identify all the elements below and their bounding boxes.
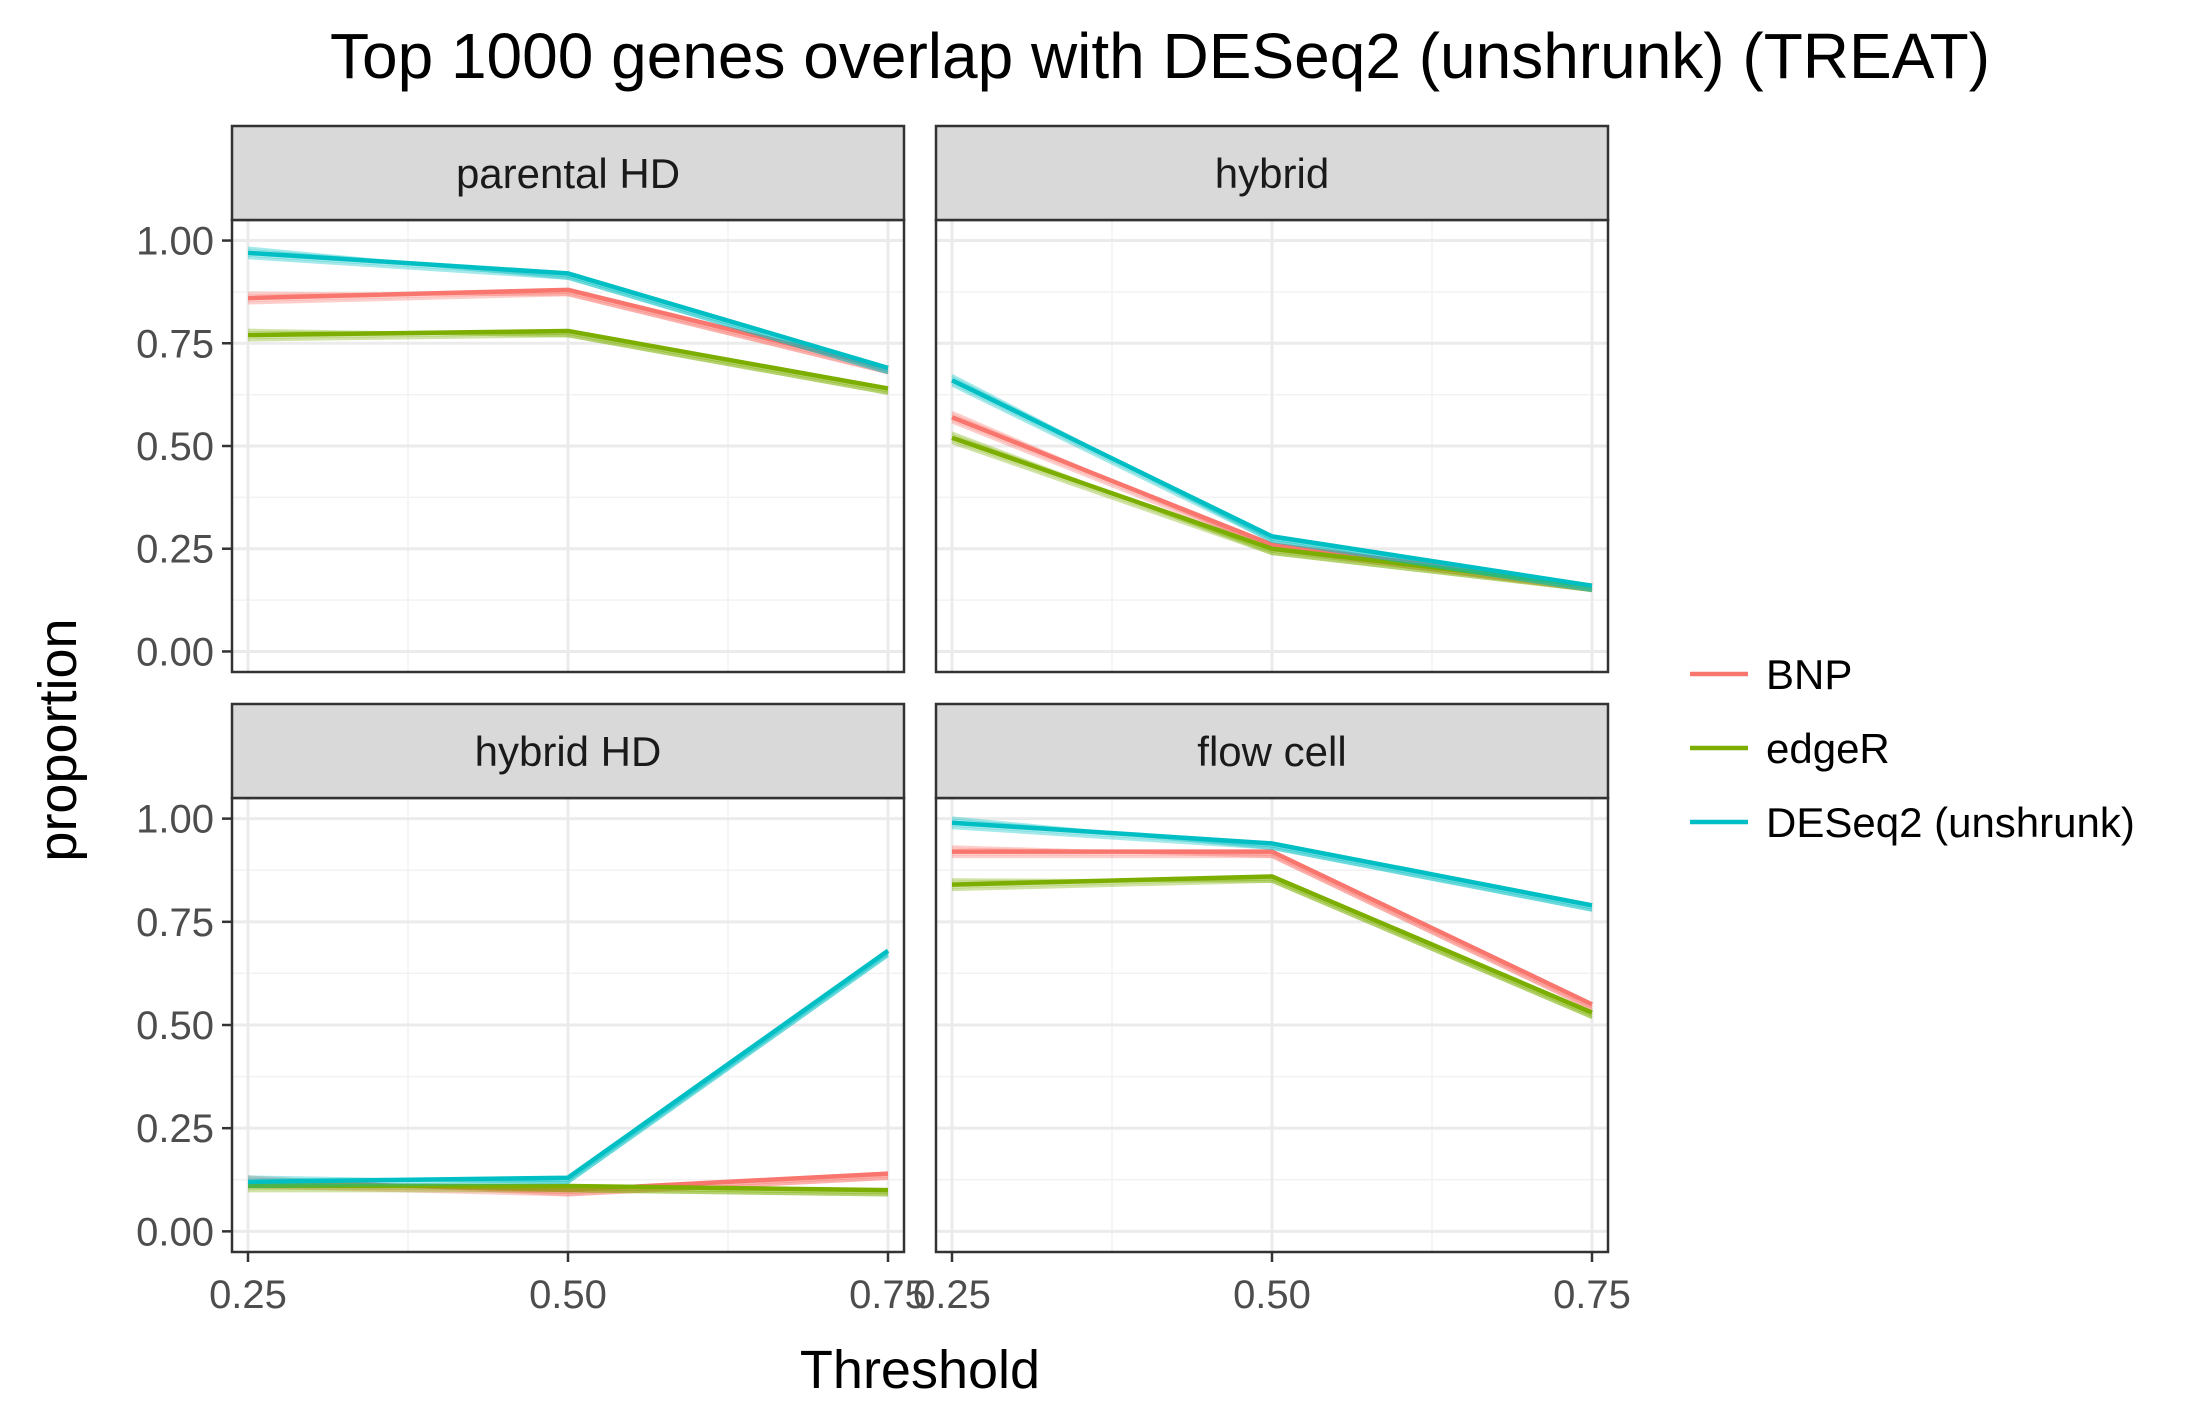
y-tick-label: 0.25 [136,1107,214,1151]
series-replicate-line [247,293,889,375]
series-edger [951,874,1593,1019]
series-replicate-line [247,334,889,395]
series-replicate-line [247,954,889,1189]
series-replicate-line [951,823,1593,910]
series-line [951,820,1593,908]
series-deseq2-unshrunk [951,373,1593,593]
x-tick-label: 0.25 [913,1273,991,1317]
strip-label: hybrid [1215,150,1329,197]
series-edger [951,431,1593,593]
series-replicate-line [247,290,889,372]
series-line [951,435,1593,588]
y-tick-label: 0.25 [136,528,214,572]
panel-4: flow cell 0.25 0.50 0.75 [913,702,1631,1317]
legend-label: edgeR [1766,725,1890,772]
y-tick-label: 0.00 [136,630,214,674]
series-replicate-line [247,253,889,372]
legend-label: DESeq2 (unshrunk) [1766,799,2135,846]
series-deseq2-unshrunk [247,948,890,1189]
series-replicate-line [952,855,1593,1011]
panel-3: hybrid HD 0.00 0.25 0.50 0.75 1.00 0.25 0.50 0.7… [136,702,927,1317]
strip-label: hybrid HD [475,728,662,775]
series-line [951,378,1593,588]
series-replicate-line [248,1186,889,1195]
y-axis-title: proportion [28,618,88,861]
chart-title: Top 1000 genes overlap with DESeq2 (unsh… [330,20,1990,92]
x-tick-label: 0.75 [1553,1273,1631,1317]
series-replicate-line [951,877,1593,1017]
series-edger [247,328,889,395]
series-replicate-line [247,1177,889,1197]
series-line [247,250,889,371]
y-tick-label: 0.00 [136,1210,214,1254]
series-bnp [247,287,889,375]
y-tick-label: 0.75 [136,322,214,366]
y-tick-label: 0.50 [136,1004,214,1048]
x-tick-label: 0.75 [849,1273,927,1317]
strip-background [934,124,1610,222]
series-replicate-line [951,383,1593,593]
series-line [247,287,889,371]
legend-label: BNP [1766,651,1852,698]
panels: parental HD 0.00 0.25 0.50 0.75 1.00 hybrid hyb… [136,124,1631,1317]
y-tick-label: 1.00 [136,798,214,842]
series-replicate-line [951,438,1593,590]
x-tick-label: 0.50 [1233,1273,1311,1317]
x-tick-label: 0.50 [529,1273,607,1317]
strip-label: parental HD [456,150,680,197]
legend-item: edgeR [1690,725,1890,772]
legend-item: DESeq2 (unshrunk) [1690,799,2135,846]
series-line [247,948,890,1185]
strip-background [230,124,906,222]
panel-1: parental HD 0.00 0.25 0.50 0.75 1.00 [136,124,906,674]
x-tick-label: 0.25 [209,1273,287,1317]
series-bnp [951,845,1593,1011]
panel-2: hybrid [934,124,1610,674]
y-tick-label: 0.50 [136,425,214,469]
series-deseq2-unshrunk [247,246,889,375]
series-deseq2-unshrunk [951,816,1593,912]
y-tick-label: 1.00 [136,220,214,264]
series-line [951,874,1593,1015]
x-axis-title: Threshold [800,1340,1040,1400]
series-replicate-line [247,331,889,393]
series-replicate-line [951,826,1593,912]
legend: BNP edgeR DESeq2 (unshrunk) [1690,651,2135,846]
series-line [952,849,1593,1007]
series-edger [247,1179,889,1197]
series-replicate-line [951,441,1593,593]
series-line [247,328,889,391]
y-tick-label: 0.75 [136,901,214,945]
series-replicate-line [951,879,1593,1019]
strip-background [230,702,906,800]
strip-background [934,702,1610,800]
series-line [248,1183,889,1193]
series-replicate-line [248,1189,889,1197]
series-replicate-line [247,256,889,375]
legend-item: BNP [1690,651,1852,698]
strip-label: flow cell [1197,728,1346,775]
